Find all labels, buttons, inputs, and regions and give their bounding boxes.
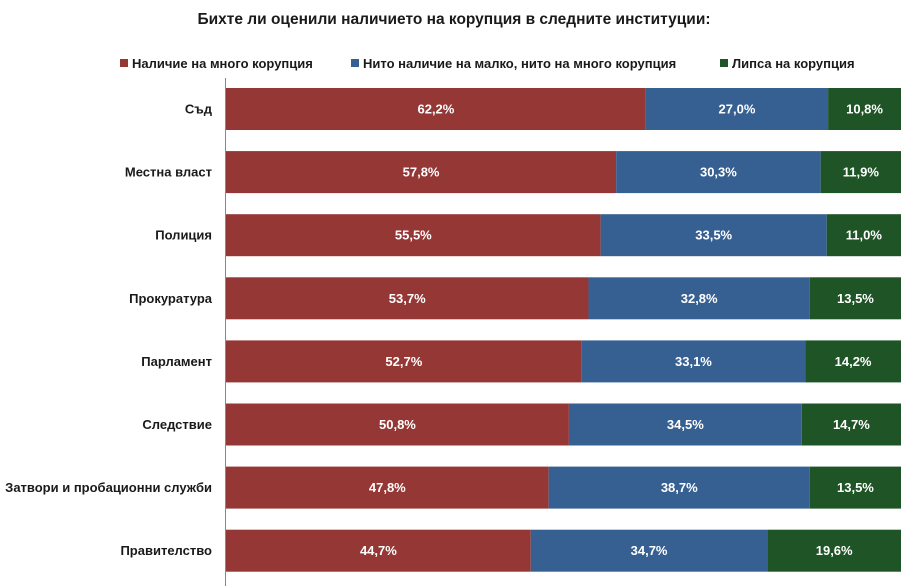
legend-label-1: Наличие на много корупция [132, 56, 313, 71]
bar-segment-series-3 [826, 214, 901, 257]
bar-segment-series-2 [581, 340, 806, 383]
data-label: 30,3% [700, 165, 737, 180]
bar-segment-series-2 [600, 214, 827, 257]
bar-segment-series-2 [588, 277, 810, 320]
bar-segment-series-2 [645, 88, 829, 130]
category-label: Полиция [155, 228, 212, 243]
category-label: Правителство [120, 543, 212, 558]
data-label: 57,8% [403, 165, 440, 180]
category-label: Местна власт [125, 165, 212, 180]
bar-segment-series-1 [226, 277, 589, 320]
bar-segment-series-1 [226, 529, 531, 572]
data-label: 34,7% [631, 543, 668, 558]
legend-label-3: Липса на корупция [732, 56, 855, 71]
bar-segment-series-1 [226, 88, 646, 130]
data-label: 11,9% [843, 165, 880, 180]
bar-segment-series-1 [226, 214, 601, 257]
bar-segment-series-2 [568, 403, 802, 446]
bar-segment-series-1 [226, 466, 549, 509]
bar-segment-series-1 [226, 340, 582, 383]
bars-group: Съд 62,2% 27,0% 10,8% Местна власт 57,8% 30,3%… [5, 88, 901, 572]
data-label: 38,7% [661, 480, 698, 495]
bar-segment-series-2 [616, 151, 821, 194]
data-label: 50,8% [379, 417, 416, 432]
data-label: 10,8% [846, 102, 883, 117]
data-label: 13,5% [837, 480, 874, 495]
data-label: 62,2% [417, 102, 454, 117]
bar-segment-series-3 [801, 403, 901, 446]
data-label: 27,0% [719, 102, 756, 117]
category-label: Съд [185, 102, 213, 117]
data-label: 47,8% [369, 480, 406, 495]
data-label: 33,1% [675, 354, 712, 369]
legend-swatch-3 [720, 59, 728, 67]
bar-segment-series-2 [548, 466, 810, 509]
category-label: Затвори и пробационни служби [5, 480, 212, 495]
legend-swatch-1 [120, 59, 128, 67]
data-label: 52,7% [385, 354, 422, 369]
bar-segment-series-2 [530, 529, 768, 572]
data-label: 14,7% [833, 417, 870, 432]
bar-segment-series-3 [809, 466, 901, 509]
category-label: Следствие [142, 417, 212, 432]
bar-segment-series-3 [805, 340, 901, 383]
bar-segment-series-3 [828, 88, 901, 130]
category-label: Парламент [141, 354, 212, 369]
data-label: 33,5% [695, 228, 732, 243]
data-label: 14,2% [835, 354, 872, 369]
data-label: 11,0% [846, 228, 883, 243]
data-label: 53,7% [389, 291, 426, 306]
bar-segment-series-3 [809, 277, 901, 320]
data-label: 44,7% [360, 543, 397, 558]
data-label: 55,5% [395, 228, 432, 243]
bar-segment-series-1 [226, 403, 569, 446]
data-label: 32,8% [681, 291, 718, 306]
data-label: 19,6% [816, 543, 853, 558]
legend: Наличие на много корупция Нито наличие на… [120, 56, 855, 71]
chart-title: Бихте ли оценили наличието на корупция в… [197, 11, 710, 28]
bar-segment-series-3 [820, 151, 901, 194]
legend-label-2: Нито наличие на малко, нито на много кор… [363, 56, 676, 71]
category-label: Прокуратура [129, 291, 213, 306]
bar-segment-series-1 [226, 151, 617, 194]
bar-segment-series-3 [767, 529, 901, 572]
legend-swatch-2 [351, 59, 359, 67]
data-label: 34,5% [667, 417, 704, 432]
data-label: 13,5% [837, 291, 874, 306]
